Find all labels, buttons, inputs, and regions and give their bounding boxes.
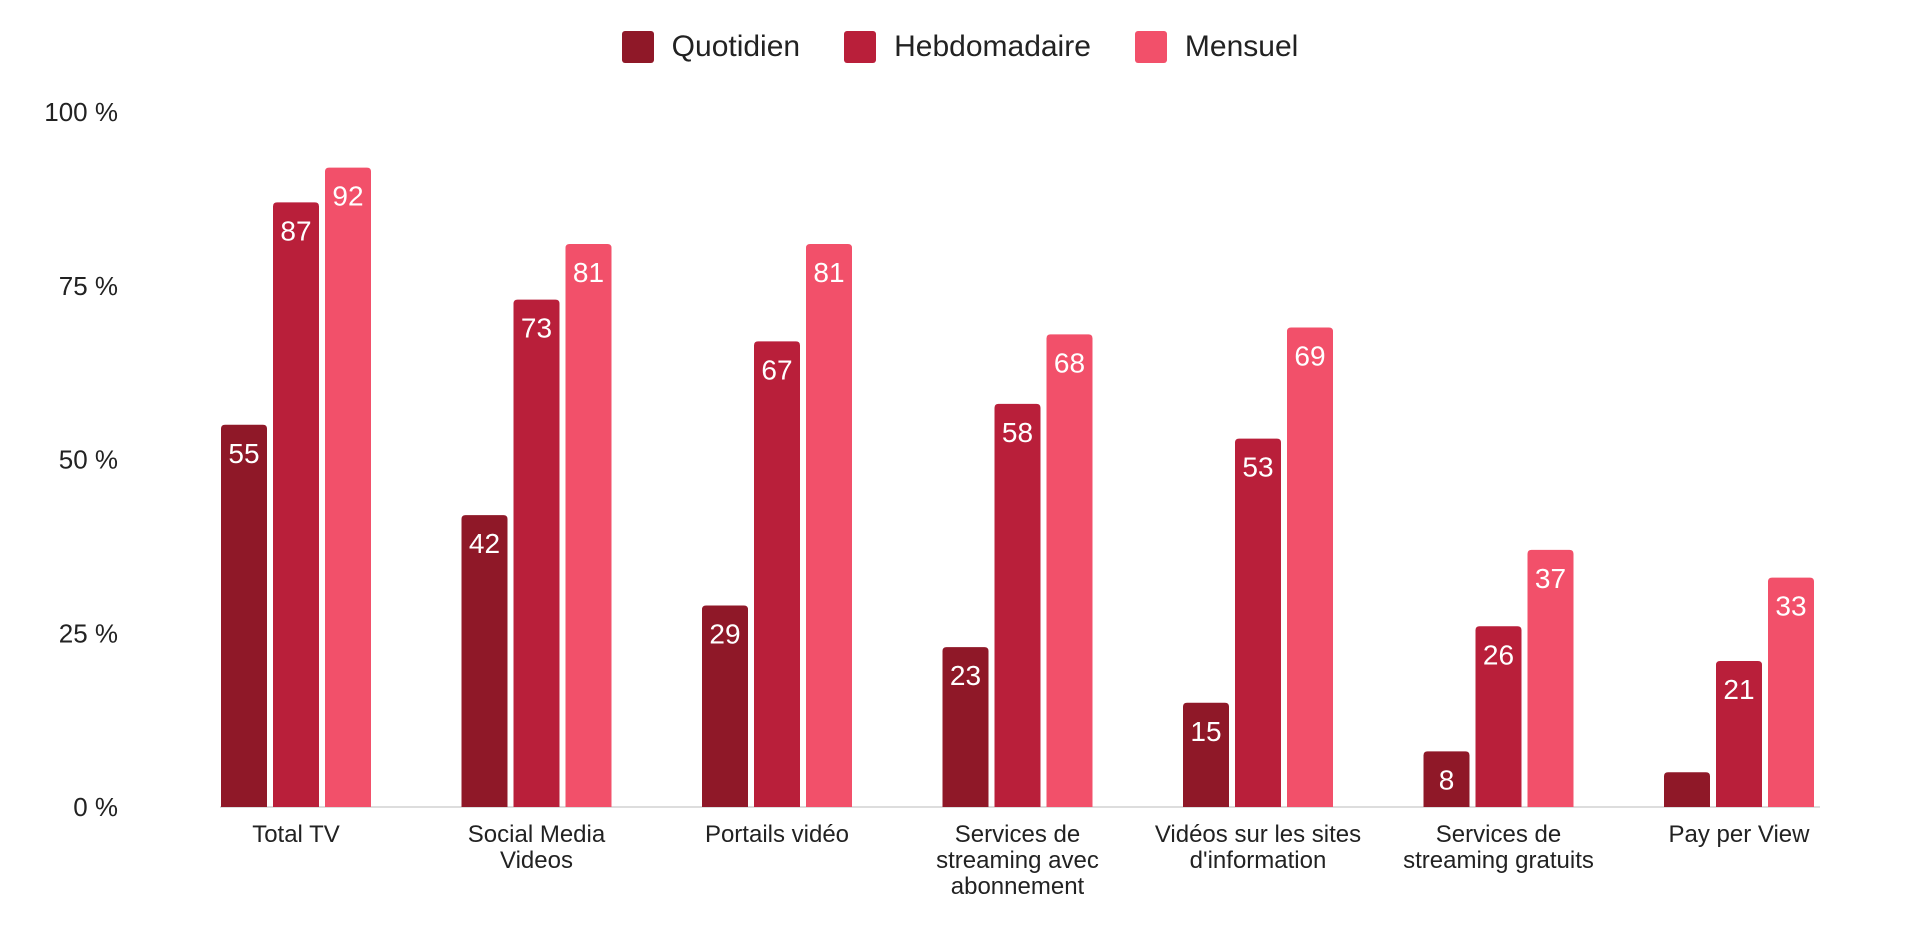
data-label: 53 [1242, 452, 1273, 483]
y-tick-label: 50 % [59, 445, 118, 475]
x-tick-label: Services de [1436, 821, 1561, 848]
data-label: 23 [950, 660, 981, 691]
legend-swatch [621, 31, 654, 63]
x-tick-label: Videos [500, 847, 573, 874]
bar [1235, 438, 1281, 807]
bar [1664, 772, 1710, 807]
bar [1475, 626, 1522, 807]
bar [1183, 702, 1229, 807]
bar [461, 515, 508, 807]
data-label: 69 [1294, 340, 1325, 371]
bar [1527, 549, 1574, 807]
bar [565, 244, 612, 808]
bar [1716, 661, 1762, 807]
x-tick-label: Total TV [252, 821, 340, 848]
legend-label: Hebdomadaire [894, 30, 1091, 63]
bar [273, 202, 319, 808]
data-label: 92 [332, 181, 363, 212]
data-label: 37 [1535, 563, 1566, 594]
x-tick-label: Services de [955, 821, 1080, 848]
y-tick-label: 75 % [59, 271, 118, 301]
data-label: 68 [1054, 347, 1085, 378]
bar [702, 605, 748, 807]
legend-item: Quotidien [621, 30, 801, 64]
x-tick-label: streaming avec [936, 847, 1099, 874]
legend-swatch [1134, 31, 1167, 63]
legend-item: Hebdomadaire [844, 30, 1091, 64]
data-label: 42 [469, 528, 500, 559]
data-label: 55 [228, 438, 259, 469]
y-tick-label: 100 % [44, 97, 118, 127]
bar [513, 299, 560, 807]
bar [754, 341, 800, 807]
bar [994, 403, 1041, 807]
data-label: 26 [1483, 639, 1514, 670]
data-label: 33 [1775, 591, 1806, 622]
data-label: 81 [573, 257, 604, 288]
data-label: 29 [709, 618, 740, 649]
data-label: 67 [761, 354, 792, 385]
data-label: 21 [1723, 674, 1754, 705]
x-tick-label: streaming gratuits [1403, 847, 1594, 874]
bar [1423, 751, 1470, 807]
y-tick-label: 0 % [73, 792, 118, 822]
legend-label: Mensuel [1184, 30, 1299, 63]
legend-item: Mensuel [1134, 30, 1299, 64]
bar [1046, 334, 1093, 807]
legend-swatch [844, 31, 877, 63]
x-tick-label: Vidéos sur les sites [1155, 821, 1361, 848]
x-tick-label: Pay per View [1669, 821, 1811, 848]
x-tick-label: Social Media [468, 821, 606, 848]
data-label: 15 [1190, 716, 1221, 747]
y-tick-label: 25 % [59, 618, 118, 648]
data-label: 87 [280, 215, 311, 246]
legend: Quotidien Hebdomadaire Mensuel [0, 30, 1920, 64]
bar [325, 167, 371, 808]
data-label: 8 [1439, 764, 1455, 795]
x-tick-label: d'information [1190, 847, 1327, 874]
x-tick-label: abonnement [951, 873, 1085, 900]
bar [806, 244, 852, 808]
bar [221, 424, 267, 807]
bar [1287, 327, 1333, 807]
data-label: 81 [813, 257, 844, 288]
bar [1768, 577, 1814, 807]
data-label: 73 [521, 313, 552, 344]
bar [942, 647, 989, 807]
data-label: 58 [1002, 417, 1033, 448]
legend-label: Quotidien [671, 30, 801, 63]
x-tick-label: Portails vidéo [705, 821, 849, 848]
